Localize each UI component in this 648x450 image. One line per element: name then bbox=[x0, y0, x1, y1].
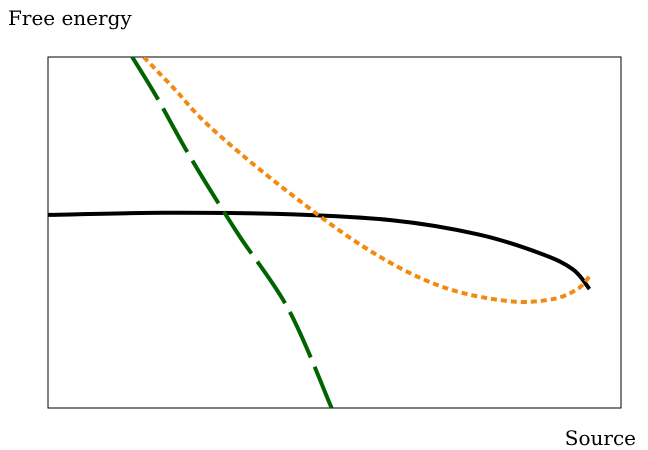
series-line-1 bbox=[48, 210, 592, 291]
series-line-3 bbox=[130, 57, 334, 408]
y-axis-label: Free energy bbox=[8, 6, 132, 30]
series-line-2 bbox=[142, 57, 592, 304]
x-axis-label: Source bbox=[564, 426, 636, 450]
plot-area-frame bbox=[47, 56, 622, 409]
